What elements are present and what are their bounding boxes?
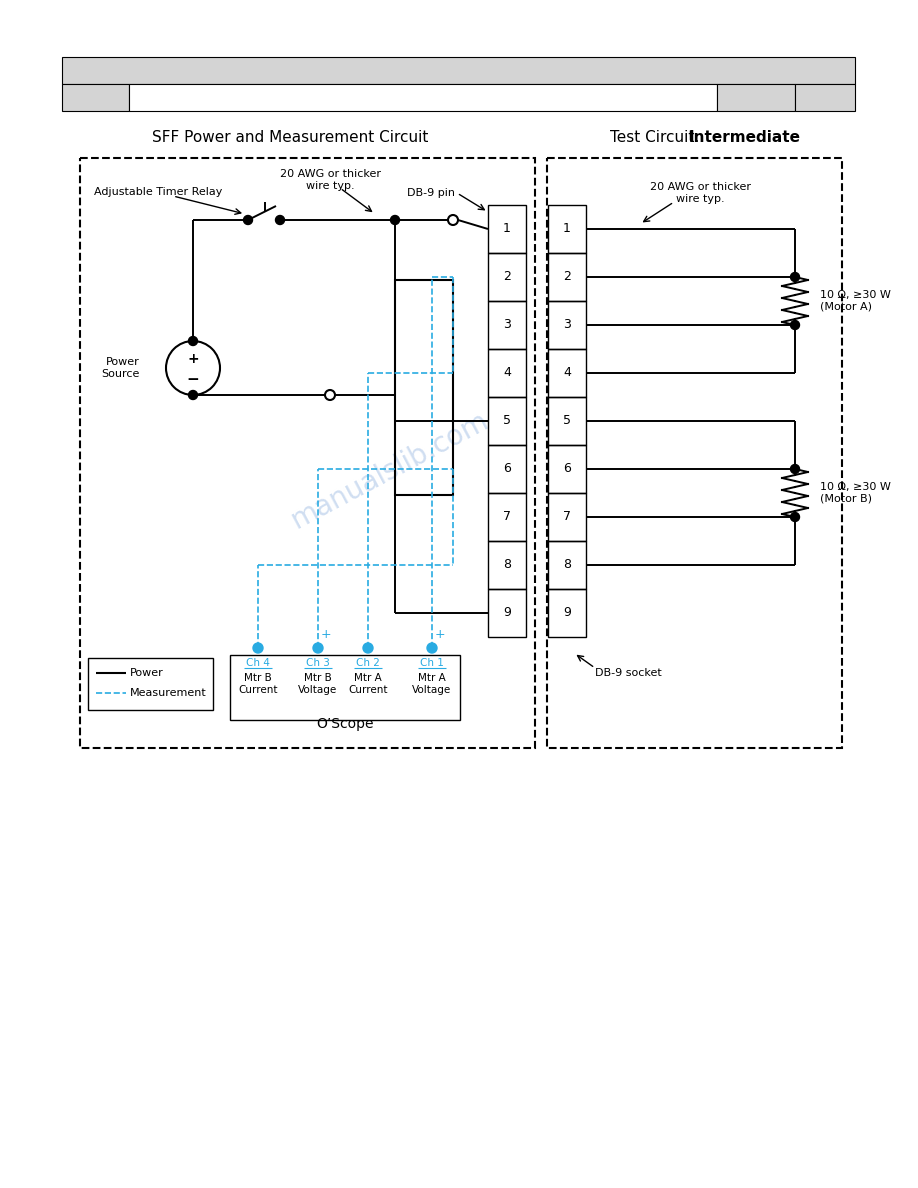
Text: DB-9 socket: DB-9 socket — [595, 668, 662, 678]
Text: Intermediate: Intermediate — [689, 129, 801, 145]
Circle shape — [390, 215, 399, 225]
Text: DB-9 pin: DB-9 pin — [407, 188, 455, 198]
Bar — [80, 158, 535, 748]
Text: Ch 1: Ch 1 — [420, 658, 444, 668]
Bar — [717, 84, 795, 110]
Bar — [488, 397, 526, 446]
Bar — [129, 84, 717, 110]
Bar — [795, 84, 855, 110]
Bar — [488, 301, 526, 349]
Circle shape — [313, 643, 323, 653]
Bar — [547, 158, 842, 748]
Text: 6: 6 — [563, 462, 571, 475]
Text: 8: 8 — [563, 558, 571, 571]
Bar — [488, 206, 526, 253]
Text: Ch 4: Ch 4 — [246, 658, 270, 668]
Bar — [548, 589, 586, 637]
Bar — [548, 253, 586, 301]
Text: Mtr B: Mtr B — [304, 672, 332, 683]
Circle shape — [790, 321, 800, 329]
Circle shape — [448, 215, 458, 225]
Text: Power: Power — [130, 668, 163, 678]
Circle shape — [253, 643, 263, 653]
Text: 1: 1 — [503, 222, 511, 235]
Circle shape — [166, 341, 220, 394]
Text: 10 Ω, ≥30 W
(Motor A): 10 Ω, ≥30 W (Motor A) — [820, 290, 890, 311]
Bar — [488, 493, 526, 541]
Bar — [488, 541, 526, 589]
Bar — [548, 493, 586, 541]
Bar — [488, 349, 526, 397]
Circle shape — [790, 465, 800, 474]
Text: −: − — [186, 372, 199, 386]
Circle shape — [275, 215, 285, 225]
Text: 2: 2 — [503, 271, 511, 284]
Text: Voltage: Voltage — [412, 685, 452, 695]
Text: 7: 7 — [503, 511, 511, 524]
Text: Test Circuit:: Test Circuit: — [610, 129, 704, 145]
Text: Measurement: Measurement — [130, 688, 207, 699]
Text: 3: 3 — [563, 318, 571, 331]
Bar — [548, 397, 586, 446]
Bar — [548, 446, 586, 493]
Bar — [548, 206, 586, 253]
Text: O’Scope: O’Scope — [316, 718, 374, 731]
Bar — [62, 57, 855, 84]
Text: Voltage: Voltage — [298, 685, 338, 695]
Circle shape — [325, 390, 335, 400]
Text: Current: Current — [348, 685, 387, 695]
Bar — [488, 253, 526, 301]
Text: 20 AWG or thicker
wire typ.: 20 AWG or thicker wire typ. — [650, 182, 751, 204]
Text: 7: 7 — [563, 511, 571, 524]
Text: 1: 1 — [563, 222, 571, 235]
Text: 8: 8 — [503, 558, 511, 571]
Bar — [548, 301, 586, 349]
Text: +: + — [320, 627, 331, 640]
Text: 9: 9 — [563, 607, 571, 619]
Bar — [395, 280, 453, 495]
Text: 5: 5 — [503, 415, 511, 428]
Text: +: + — [435, 627, 445, 640]
Text: manualslib.com: manualslib.com — [286, 406, 494, 533]
Text: 9: 9 — [503, 607, 511, 619]
Bar — [488, 446, 526, 493]
Circle shape — [427, 643, 437, 653]
Text: Current: Current — [239, 685, 278, 695]
Text: Mtr A: Mtr A — [418, 672, 446, 683]
Text: 6: 6 — [503, 462, 511, 475]
Text: SFF Power and Measurement Circuit: SFF Power and Measurement Circuit — [151, 129, 428, 145]
Text: Mtr B: Mtr B — [244, 672, 272, 683]
Bar — [230, 655, 460, 720]
Text: Ch 3: Ch 3 — [306, 658, 330, 668]
Text: Mtr A: Mtr A — [354, 672, 382, 683]
Bar — [548, 541, 586, 589]
Text: Power
Source: Power Source — [102, 358, 140, 379]
Text: 20 AWG or thicker
wire typ.: 20 AWG or thicker wire typ. — [279, 169, 380, 191]
Bar — [88, 658, 213, 710]
Circle shape — [188, 336, 197, 346]
Text: Adjustable Timer Relay: Adjustable Timer Relay — [94, 187, 222, 197]
Text: 4: 4 — [563, 367, 571, 379]
Bar — [62, 84, 129, 110]
Circle shape — [363, 643, 373, 653]
Circle shape — [790, 512, 800, 522]
Text: 10 Ω, ≥30 W
(Motor B): 10 Ω, ≥30 W (Motor B) — [820, 482, 890, 504]
Text: 3: 3 — [503, 318, 511, 331]
Circle shape — [188, 391, 197, 399]
Circle shape — [790, 272, 800, 282]
Text: 4: 4 — [503, 367, 511, 379]
Text: +: + — [187, 352, 199, 366]
Text: 5: 5 — [563, 415, 571, 428]
Text: 2: 2 — [563, 271, 571, 284]
Bar — [488, 589, 526, 637]
Circle shape — [243, 215, 252, 225]
Bar — [548, 349, 586, 397]
Text: Ch 2: Ch 2 — [356, 658, 380, 668]
